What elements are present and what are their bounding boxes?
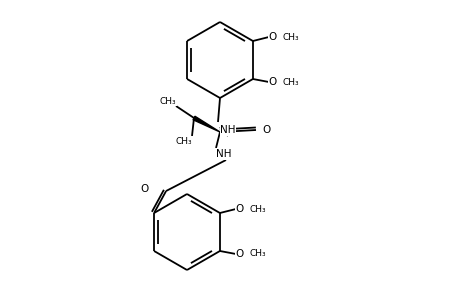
- Text: CH₃: CH₃: [249, 205, 266, 214]
- Text: O: O: [262, 125, 270, 135]
- Text: NH: NH: [220, 125, 235, 135]
- Text: O: O: [140, 184, 148, 194]
- Text: CH₃: CH₃: [282, 32, 298, 41]
- Text: O: O: [268, 32, 276, 42]
- Text: O: O: [235, 204, 244, 214]
- Text: O: O: [235, 249, 244, 259]
- Text: CH₃: CH₃: [175, 136, 192, 146]
- Text: NH: NH: [216, 149, 231, 159]
- Text: O: O: [268, 77, 276, 87]
- Text: CH₃: CH₃: [282, 77, 298, 86]
- Text: CH₃: CH₃: [159, 97, 176, 106]
- Polygon shape: [193, 116, 219, 132]
- Text: CH₃: CH₃: [249, 250, 266, 259]
